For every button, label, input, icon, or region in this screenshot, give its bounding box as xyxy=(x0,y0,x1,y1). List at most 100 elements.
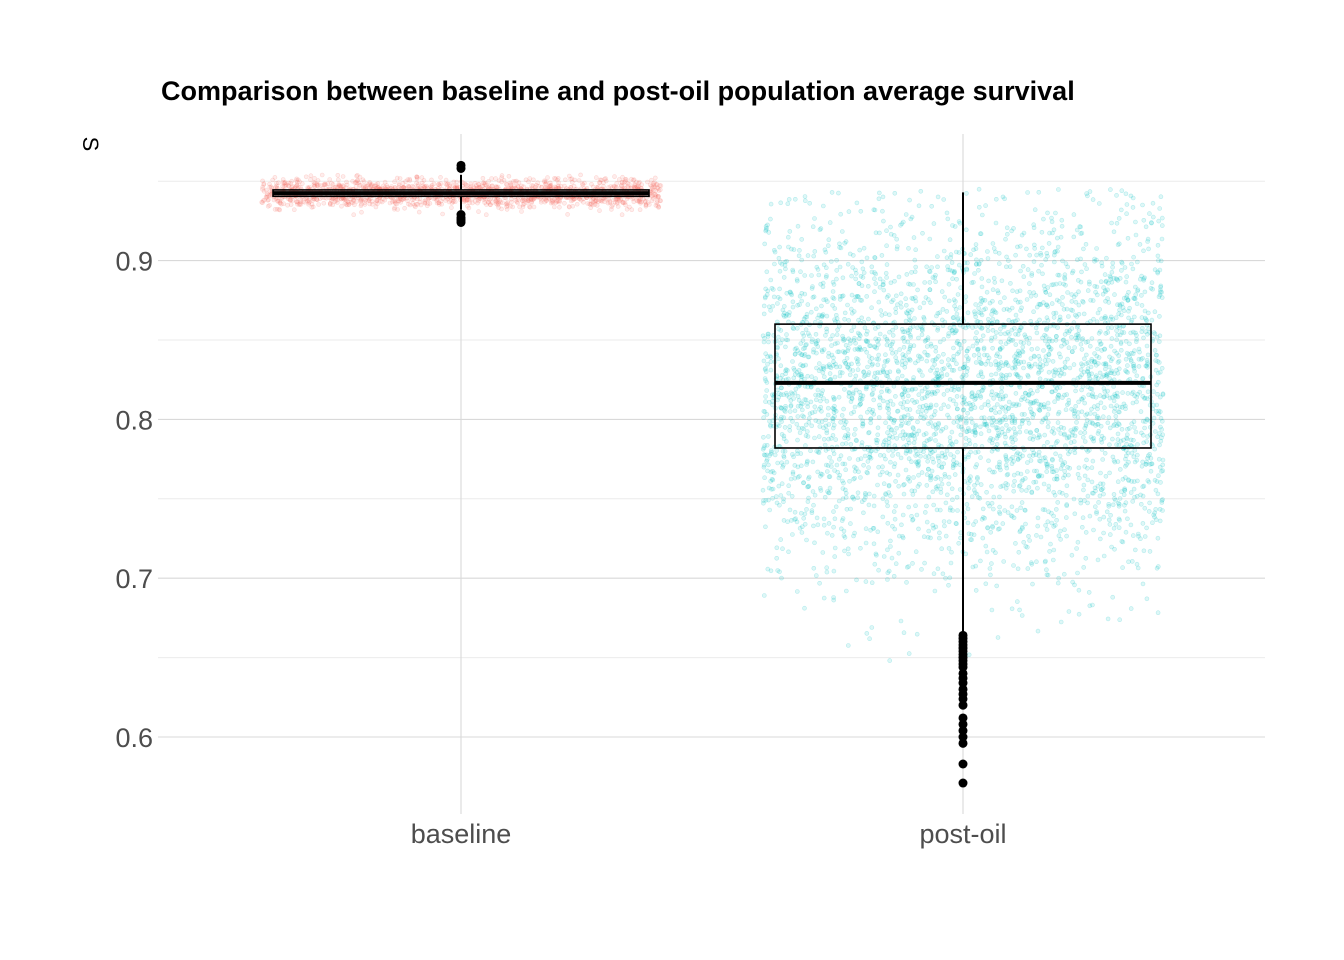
data-point xyxy=(580,182,586,187)
data-point xyxy=(1113,413,1119,419)
data-point xyxy=(521,198,527,203)
data-point xyxy=(898,455,904,461)
data-point xyxy=(791,326,796,332)
data-point xyxy=(850,368,856,373)
data-point xyxy=(764,269,770,275)
data-point xyxy=(589,198,594,204)
data-point xyxy=(1117,241,1122,247)
data-point xyxy=(1035,523,1040,529)
data-point xyxy=(853,373,859,379)
data-point xyxy=(828,259,834,264)
data-point xyxy=(805,373,811,379)
data-point xyxy=(1009,606,1015,612)
data-point xyxy=(818,226,824,231)
data-point xyxy=(916,472,921,478)
data-point xyxy=(609,185,615,190)
data-point xyxy=(1044,327,1049,333)
data-point xyxy=(340,174,346,179)
data-point xyxy=(1031,353,1037,359)
data-point xyxy=(295,199,301,205)
data-point xyxy=(1090,602,1095,608)
data-point xyxy=(1044,567,1049,573)
data-point xyxy=(927,236,933,242)
data-point xyxy=(1044,527,1050,532)
data-point xyxy=(771,248,777,253)
data-point xyxy=(806,495,811,501)
data-point xyxy=(1101,530,1106,536)
data-point xyxy=(1085,493,1091,499)
data-point xyxy=(369,199,375,204)
data-point xyxy=(997,459,1002,465)
data-point xyxy=(925,353,931,358)
data-point xyxy=(810,284,815,289)
data-point xyxy=(932,448,938,454)
data-point xyxy=(860,266,866,272)
data-point xyxy=(654,185,660,190)
data-point xyxy=(424,183,429,189)
data-point xyxy=(1040,271,1045,277)
data-point xyxy=(1153,487,1159,493)
data-point xyxy=(1067,465,1072,471)
data-point xyxy=(1145,389,1151,395)
data-point xyxy=(499,179,505,185)
data-point xyxy=(881,439,887,445)
data-point xyxy=(418,202,424,208)
data-point xyxy=(323,182,328,187)
data-point xyxy=(830,333,835,338)
data-point xyxy=(832,468,837,473)
data-point xyxy=(1155,610,1161,616)
data-point xyxy=(414,174,420,180)
data-point xyxy=(1010,439,1016,445)
data-point xyxy=(439,201,445,207)
data-point xyxy=(884,499,890,505)
data-point xyxy=(979,276,985,281)
data-point xyxy=(789,493,795,499)
data-point xyxy=(475,200,480,206)
data-point xyxy=(804,507,809,512)
data-point xyxy=(1089,406,1094,412)
data-point xyxy=(1049,389,1054,395)
data-point xyxy=(900,429,906,435)
data-point xyxy=(857,396,863,401)
data-point xyxy=(974,462,980,467)
data-point xyxy=(1100,291,1106,297)
data-point xyxy=(965,310,971,316)
data-point xyxy=(996,509,1002,515)
data-point xyxy=(1038,251,1043,256)
data-point xyxy=(1052,259,1057,265)
data-point xyxy=(877,452,883,458)
data-point xyxy=(796,368,802,373)
data-point xyxy=(842,316,847,322)
data-point xyxy=(928,341,934,347)
data-point xyxy=(952,472,958,477)
data-point xyxy=(259,199,265,205)
data-point xyxy=(990,287,996,293)
data-point xyxy=(857,333,863,339)
data-point xyxy=(445,196,450,202)
data-point xyxy=(1116,216,1122,221)
data-point xyxy=(1134,339,1139,344)
data-point xyxy=(294,199,300,204)
data-point xyxy=(1147,211,1152,216)
data-point xyxy=(294,199,300,205)
data-point xyxy=(1050,359,1056,364)
data-point xyxy=(992,309,998,315)
data-point xyxy=(562,177,568,183)
data-point xyxy=(562,201,567,206)
data-point xyxy=(1110,264,1115,270)
data-point xyxy=(1031,259,1037,264)
data-point xyxy=(476,182,482,187)
data-point xyxy=(1051,227,1057,233)
data-point xyxy=(1058,424,1064,430)
data-point xyxy=(1019,421,1025,426)
data-point xyxy=(1052,399,1057,405)
data-point xyxy=(1095,346,1100,352)
data-point xyxy=(1024,246,1029,252)
data-point xyxy=(1055,500,1060,505)
data-point xyxy=(1052,367,1058,373)
data-point xyxy=(886,312,892,318)
data-point xyxy=(954,521,959,527)
data-point xyxy=(919,325,925,330)
data-point xyxy=(1072,345,1077,350)
data-point xyxy=(1034,468,1039,474)
